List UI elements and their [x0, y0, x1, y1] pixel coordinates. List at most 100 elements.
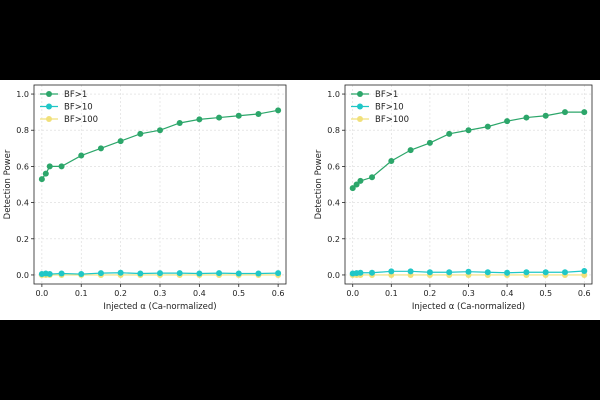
data-point: [426, 269, 433, 276]
data-point: [38, 176, 45, 183]
data-point: [235, 270, 242, 277]
data-point: [388, 157, 395, 164]
data-point: [561, 269, 568, 276]
data-point: [235, 112, 242, 119]
data-point: [561, 109, 568, 116]
x-tick-label: 0.5: [539, 289, 552, 298]
data-point: [275, 270, 282, 277]
data-point: [216, 114, 223, 121]
x-tick-label: 0.1: [75, 289, 88, 298]
data-point: [196, 270, 203, 277]
legend-swatch-marker: [357, 116, 363, 122]
data-point: [523, 269, 530, 276]
data-point: [58, 163, 65, 170]
x-tick-label: 0.0: [36, 289, 49, 298]
y-tick-label: 0.2: [16, 235, 29, 244]
y-tick-label: 0.2: [327, 235, 340, 244]
data-point: [46, 163, 53, 170]
data-point: [117, 269, 124, 276]
data-point: [426, 139, 433, 146]
data-point: [42, 170, 49, 177]
legend-label: BF>10: [64, 103, 93, 113]
data-point: [78, 152, 85, 159]
data-point: [97, 145, 104, 152]
data-point: [349, 185, 356, 192]
y-axis-label: Detection Power: [314, 149, 324, 219]
data-point: [465, 268, 472, 275]
data-point: [357, 177, 364, 184]
legend-label: BF>100: [64, 115, 98, 125]
y-tick-label: 0.8: [16, 126, 29, 135]
data-point: [542, 269, 549, 276]
x-tick-label: 0.4: [501, 289, 514, 298]
y-tick-label: 1.0: [16, 90, 29, 99]
data-point: [255, 270, 262, 277]
x-tick-label: 0.4: [193, 289, 206, 298]
y-tick-label: 0.6: [16, 162, 29, 171]
data-point: [275, 107, 282, 114]
legend-label: BF>1: [64, 90, 87, 100]
data-point: [542, 112, 549, 119]
data-point: [581, 109, 588, 116]
data-point: [353, 181, 360, 188]
data-point: [137, 130, 144, 137]
legend-label: BF>1: [375, 90, 398, 100]
x-tick-label: 0.3: [462, 289, 475, 298]
legend-swatch-marker: [46, 116, 52, 122]
y-tick-label: 0.4: [327, 199, 340, 208]
x-tick-label: 0.3: [154, 289, 167, 298]
data-point: [523, 114, 530, 121]
x-tick-label: 0.5: [232, 289, 245, 298]
data-point: [407, 268, 414, 275]
legend-label: BF>10: [375, 103, 404, 113]
x-tick-label: 0.6: [272, 289, 285, 298]
figure: 0.0 0.1 0.2 0.3 0.4 0.5 0.6 0.0 0.2 0.4 0.6 0.8 1.0 I…: [0, 80, 600, 320]
legend-label: BF>100: [375, 115, 409, 125]
plot-frame: [344, 84, 593, 285]
legend-swatch-marker: [46, 91, 52, 97]
data-point: [446, 269, 453, 276]
y-tick-label: 0.6: [327, 162, 340, 171]
data-point: [78, 271, 85, 278]
y-tick-label: 1.0: [327, 90, 340, 99]
data-point: [137, 270, 144, 277]
data-point: [484, 123, 491, 130]
data-point: [581, 267, 588, 274]
chart-panel-2: 0.0 0.1 0.2 0.3 0.4 0.5 0.6 0.0 0.2 0.4 0.6 0.8 1.0 I…: [314, 84, 593, 312]
data-point: [157, 127, 163, 134]
data-point: [388, 268, 395, 275]
legend-swatch-marker: [357, 91, 363, 97]
x-tick-label: 0.2: [114, 289, 127, 298]
y-tick-label: 0.0: [16, 271, 29, 280]
data-point: [176, 270, 183, 277]
y-tick-label: 0.8: [327, 126, 340, 135]
x-tick-label: 0.2: [424, 289, 437, 298]
data-point: [255, 110, 262, 117]
data-point: [176, 119, 183, 126]
data-point: [484, 269, 491, 276]
x-tick-label: 0.0: [346, 289, 359, 298]
data-point: [465, 127, 472, 134]
data-point: [446, 130, 453, 137]
data-point: [58, 270, 65, 277]
data-point: [196, 116, 203, 123]
plot-frame: [33, 84, 287, 285]
data-point: [216, 270, 223, 277]
data-point: [407, 147, 414, 154]
x-tick-label: 0.1: [385, 289, 398, 298]
data-point: [46, 271, 53, 278]
legend-swatch-marker: [46, 103, 52, 110]
y-tick-label: 0.0: [327, 271, 340, 280]
data-point: [117, 138, 124, 145]
data-point: [369, 174, 376, 181]
x-axis-label: Injected α (Ca-normalized): [412, 302, 525, 312]
x-axis-label: Injected α (Ca-normalized): [103, 302, 216, 312]
data-point: [504, 269, 511, 276]
data-point: [157, 270, 163, 277]
x-tick-label: 0.6: [578, 289, 591, 298]
data-point: [369, 269, 376, 276]
data-point: [97, 270, 104, 277]
y-tick-label: 0.4: [16, 199, 29, 208]
y-axis-label: Detection Power: [3, 149, 13, 219]
chart-panel-1: 0.0 0.1 0.2 0.3 0.4 0.5 0.6 0.0 0.2 0.4 0.6 0.8 1.0 I…: [3, 84, 287, 312]
